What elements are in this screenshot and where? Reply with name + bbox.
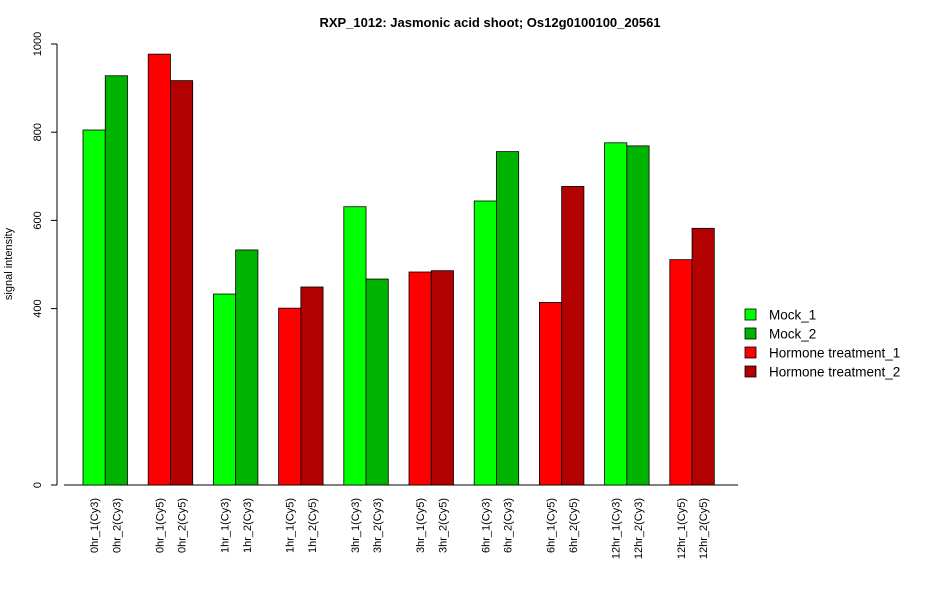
y-tick-label: 0: [32, 482, 44, 488]
bars: [82, 53, 715, 486]
category-label: 6hr_1(Cy5): [546, 498, 558, 553]
category-label: 12hr_1(Cy5): [676, 498, 688, 559]
category-labels: 0hr_1(Cy3) 0hr_2(Cy3) 0hr_1(Cy5) 0hr_2(Cy5)…: [89, 498, 710, 559]
category-label: 1hr_2(Cy3): [242, 498, 254, 553]
bar: [626, 145, 650, 486]
category-label: 0hr_2(Cy3): [111, 498, 123, 553]
category-label: 1hr_1(Cy5): [285, 498, 297, 553]
category-label: 6hr_2(Cy3): [503, 498, 515, 553]
category-label: 0hr_2(Cy5): [177, 498, 189, 553]
legend-swatch: [744, 365, 757, 378]
bar: [430, 270, 454, 486]
bar: [343, 206, 367, 486]
bar: [691, 227, 715, 486]
legend-swatch: [744, 308, 757, 321]
bar: [669, 259, 693, 486]
category-label: 12hr_2(Cy3): [633, 498, 645, 559]
category-label: 3hr_1(Cy3): [350, 498, 362, 553]
bar: [147, 53, 171, 486]
category-label: 1hr_1(Cy3): [220, 498, 232, 553]
category-label: 3hr_1(Cy5): [415, 498, 427, 553]
bar: [300, 286, 324, 486]
bar: [561, 186, 585, 486]
category-label: 12hr_1(Cy3): [611, 498, 623, 559]
bar: [82, 129, 106, 486]
legend-label: Mock_2: [769, 327, 816, 342]
bar: [170, 80, 194, 486]
category-label: 6hr_2(Cy5): [568, 498, 580, 553]
bar: [604, 142, 628, 486]
category-label: 0hr_1(Cy3): [89, 498, 101, 553]
category-label: 6hr_1(Cy3): [480, 498, 492, 553]
category-label: 3hr_2(Cy5): [437, 498, 449, 553]
y-axis: 0 400 600 800 1000: [32, 32, 58, 488]
category-label: 12hr_2(Cy5): [698, 498, 710, 559]
bar: [278, 307, 302, 486]
bar: [212, 293, 237, 486]
bar: [365, 278, 389, 486]
legend-label: Hormone treatment_2: [769, 365, 900, 380]
legend-swatch: [744, 346, 757, 359]
bar: [496, 151, 520, 486]
y-tick-label: 800: [32, 123, 44, 141]
y-axis-label: signal intensity: [3, 227, 15, 300]
y-tick-label: 400: [32, 299, 44, 317]
legend-label: Mock_1: [769, 308, 816, 323]
y-tick-label: 1000: [32, 32, 44, 56]
y-tick-label: 600: [32, 211, 44, 229]
legend: Mock_1 Mock_2 Hormone treatment_1 Hormone t…: [744, 308, 900, 380]
bar: [539, 302, 563, 486]
bar: [408, 271, 432, 486]
legend-swatch: [744, 327, 757, 340]
category-label: 1hr_2(Cy5): [307, 498, 319, 553]
bar: [235, 249, 259, 486]
category-label: 0hr_1(Cy5): [154, 498, 166, 553]
category-label: 3hr_2(Cy3): [372, 498, 384, 553]
bar: [473, 200, 497, 486]
chart-title: RXP_1012: Jasmonic acid shoot; Os12g0100…: [319, 15, 660, 30]
legend-label: Hormone treatment_1: [769, 346, 900, 361]
bar: [104, 75, 128, 486]
